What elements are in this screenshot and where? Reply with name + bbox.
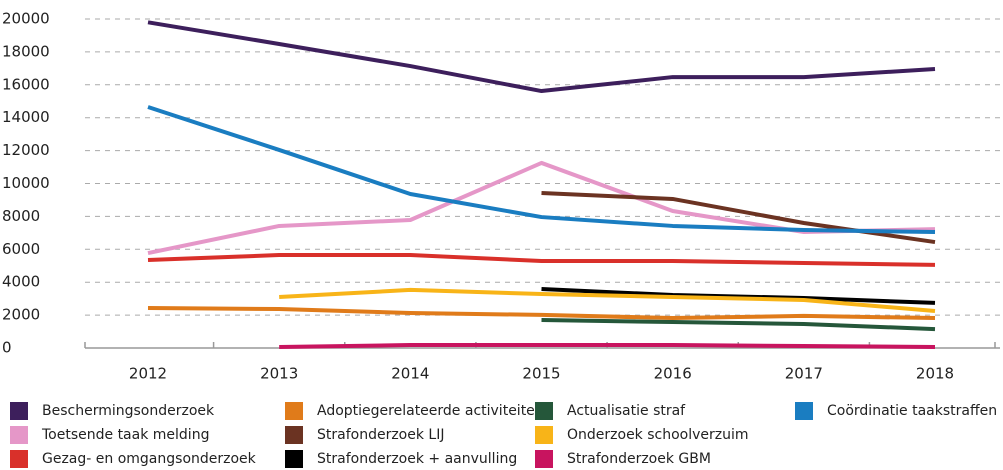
legend-swatch	[10, 426, 28, 444]
x-tick-label: 2014	[391, 365, 429, 383]
x-tick-label: 2012	[129, 365, 167, 383]
legend-swatch	[535, 402, 553, 420]
y-tick-label: 2000	[2, 306, 40, 324]
legend-swatch	[285, 450, 303, 468]
legend-swatch	[285, 426, 303, 444]
legend-label: Adoptiegerelateerde activiteiten	[317, 403, 544, 419]
series-line	[279, 287, 936, 313]
legend-label: Onderzoek schoolverzuim	[567, 427, 749, 443]
y-tick-label: 20000	[2, 10, 50, 28]
legend-label: Actualisatie straf	[567, 403, 686, 419]
y-tick-label: 14000	[2, 108, 50, 126]
x-tick-label: 2018	[916, 365, 954, 383]
series-line	[147, 20, 936, 94]
y-tick-label: 10000	[2, 174, 50, 192]
legend-label: Strafonderzoek GBM	[567, 451, 711, 467]
series-line	[541, 191, 936, 245]
series-line	[147, 105, 936, 235]
y-tick-label: 6000	[2, 240, 40, 258]
legend-label: Strafonderzoek + aanvulling	[317, 451, 517, 467]
legend-swatch	[10, 402, 28, 420]
y-tick-label: 8000	[2, 207, 40, 225]
legend-label: Beschermingsonderzoek	[42, 403, 215, 419]
series-line	[147, 253, 936, 267]
x-tick-label: 2013	[260, 365, 298, 383]
series-line	[147, 160, 936, 256]
x-tick-label: 2015	[522, 365, 560, 383]
legend-swatch	[535, 450, 553, 468]
y-tick-label: 0	[2, 339, 12, 357]
legend-swatch	[10, 450, 28, 468]
legend-label: Coördinatie taakstraffen	[827, 403, 997, 419]
y-tick-label: 4000	[2, 273, 40, 291]
series-line	[279, 343, 936, 350]
legend-label: Strafonderzoek LIJ	[317, 427, 444, 443]
x-tick-label: 2016	[654, 365, 692, 383]
legend-swatch	[285, 402, 303, 420]
series-line	[147, 306, 936, 321]
legend-label: Toetsende taak melding	[41, 427, 209, 443]
series-line	[541, 318, 936, 332]
x-tick-label: 2017	[785, 365, 823, 383]
legend-swatch	[535, 426, 553, 444]
y-tick-label: 18000	[2, 42, 50, 60]
y-tick-label: 12000	[2, 141, 50, 159]
legend-swatch	[795, 402, 813, 420]
y-tick-label: 16000	[2, 75, 50, 93]
legend-label: Gezag- en omgangsonderzoek	[42, 451, 257, 467]
